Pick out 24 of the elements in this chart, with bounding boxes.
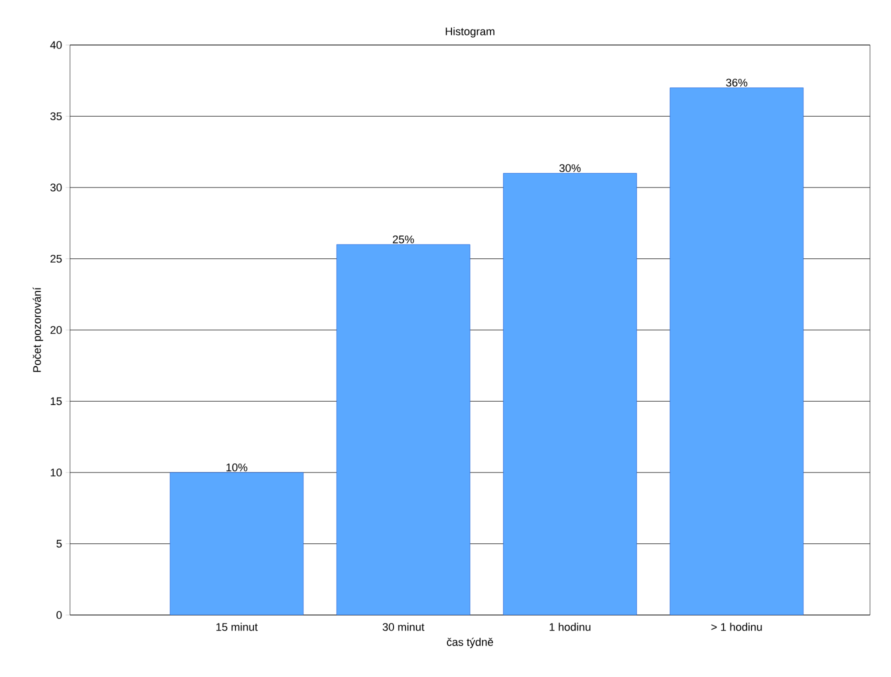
annotation: 25% [392,236,414,244]
y-tick-label: 40 [50,41,62,49]
y-tick-label: 25 [50,254,62,263]
x-tick-label: 1 hodinu [550,622,590,631]
bar [503,173,637,615]
x-axis-title: čas týdně [446,638,494,648]
y-tick-label: 20 [50,326,62,334]
y-tick-label: 30 [50,184,62,192]
bar [170,472,304,615]
annotation: 10% [226,464,248,472]
annotation: 30% [559,164,581,172]
x-tick-label: 15 minut [216,622,258,631]
y-axis-title: Počet pozorování [32,287,44,372]
x-tick-label: 30 minut [382,622,424,631]
bar [336,244,470,615]
y-tick-label: 35 [50,112,62,120]
y-tick-label: 10 [50,468,62,476]
annotation: 36% [726,78,748,87]
y-tick-label: 5 [56,540,62,548]
x-tick-label: > 1 hodinu [711,622,762,631]
y-tick-label: 15 [50,397,62,406]
chart-title: Histogram [446,27,494,38]
y-tick-label: 0 [56,611,62,619]
bar [670,88,804,615]
